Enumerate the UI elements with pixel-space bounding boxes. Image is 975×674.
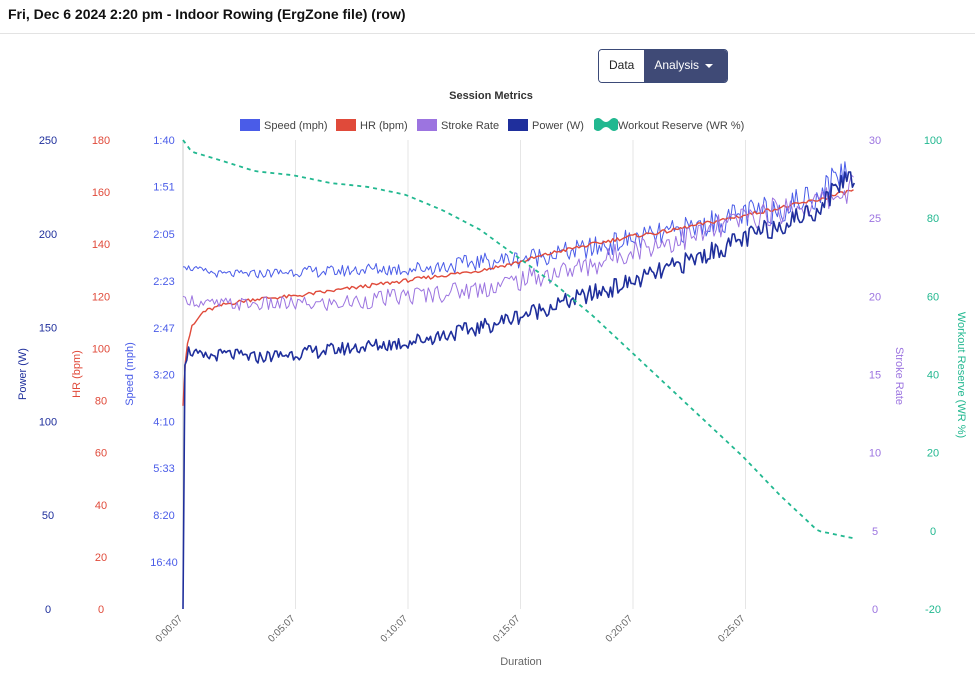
hr-tick-label: 40 [95, 500, 107, 512]
legend-swatch-power [508, 119, 528, 131]
view-toggle: Data Analysis [598, 49, 729, 83]
analysis-label: Analysis [654, 58, 700, 72]
chart-title: Session Metrics [449, 90, 533, 102]
data-button[interactable]: Data [599, 50, 645, 82]
series-line-power [182, 171, 856, 610]
legend-entry-power: Power (W) [532, 120, 584, 132]
page-title: Fri, Dec 6 2024 2:20 pm - Indoor Rowing … [8, 6, 406, 22]
x-tick-label: 0:15:07 [491, 613, 523, 645]
speed-tick-label: 5:33 [153, 463, 174, 475]
speed-tick-label: 2:47 [153, 323, 174, 335]
speed-tick-label: 16:40 [150, 557, 178, 569]
stroke-tick-label: 25 [869, 213, 881, 225]
power-tick-label: 150 [39, 323, 57, 335]
hr-axis-title: HR (bpm) [71, 350, 83, 398]
legend-entry-wr: Workout Reserve (WR %) [618, 120, 744, 132]
caret-down-icon [705, 63, 714, 68]
power-tick-label: 250 [39, 135, 57, 147]
speed-tick-label: 4:10 [153, 416, 174, 428]
wr-tick-label: -20 [925, 604, 941, 616]
series-line-stroke [182, 174, 854, 311]
wr-tick-label: 100 [924, 135, 942, 147]
speed-tick-label: 2:05 [153, 229, 174, 241]
speed-axis-title: Speed (mph) [124, 342, 136, 406]
speed-tick-label: 3:20 [153, 370, 174, 382]
wr-tick-label: 80 [927, 213, 939, 225]
hr-tick-label: 140 [92, 239, 110, 251]
legend-swatch-stroke [417, 119, 437, 131]
legend-entry-hr: HR (bpm) [360, 120, 408, 132]
hr-tick-label: 180 [92, 135, 110, 147]
stroke-axis-title: Stroke Rate [893, 347, 905, 405]
analysis-dropdown-button[interactable]: Analysis [644, 50, 728, 82]
legend-swatch-wr [594, 118, 618, 131]
series-line-speed [182, 161, 848, 279]
power-tick-label: 100 [39, 416, 57, 428]
x-tick-label: 0:20:07 [604, 613, 636, 645]
power-tick-label: 50 [42, 510, 54, 522]
x-tick-label: 0:10:07 [379, 613, 411, 645]
hr-tick-label: 0 [98, 604, 104, 616]
stroke-tick-label: 30 [869, 135, 881, 147]
stroke-tick-label: 0 [872, 604, 878, 616]
wr-tick-label: 40 [927, 370, 939, 382]
stroke-tick-label: 10 [869, 448, 881, 460]
stroke-tick-label: 15 [869, 370, 881, 382]
series-line-hr [182, 189, 854, 406]
speed-tick-label: 1:51 [153, 181, 174, 193]
legend-entry-speed: Speed (mph) [264, 120, 328, 132]
wr-axis-title: Workout Reserve (WR %) [955, 312, 967, 438]
stroke-tick-label: 5 [872, 526, 878, 538]
hr-tick-label: 60 [95, 448, 107, 460]
legend-entry-stroke: Stroke Rate [441, 120, 499, 132]
hr-tick-label: 80 [95, 396, 107, 408]
x-tick-label: 0:05:07 [266, 613, 298, 645]
legend-swatch-speed [240, 119, 260, 131]
x-axis-title: Duration [500, 656, 542, 668]
power-tick-label: 200 [39, 229, 57, 241]
speed-tick-label: 1:40 [153, 135, 174, 147]
stroke-tick-label: 20 [869, 291, 881, 303]
x-tick-label: 0:25:07 [716, 613, 748, 645]
hr-tick-label: 160 [92, 187, 110, 199]
power-tick-label: 0 [45, 604, 51, 616]
wr-tick-label: 0 [930, 526, 936, 538]
legend-swatch-hr [336, 119, 356, 131]
wr-tick-label: 60 [927, 291, 939, 303]
series-line-wr [182, 139, 855, 540]
wr-tick-label: 20 [927, 448, 939, 460]
page-header: Fri, Dec 6 2024 2:20 pm - Indoor Rowing … [0, 0, 975, 34]
speed-tick-label: 2:23 [153, 276, 174, 288]
x-tick-label: 0:00:07 [154, 613, 186, 645]
hr-tick-label: 100 [92, 343, 110, 355]
hr-tick-label: 20 [95, 552, 107, 564]
hr-tick-label: 120 [92, 291, 110, 303]
power-axis-title: Power (W) [17, 348, 29, 400]
speed-tick-label: 8:20 [153, 510, 174, 522]
